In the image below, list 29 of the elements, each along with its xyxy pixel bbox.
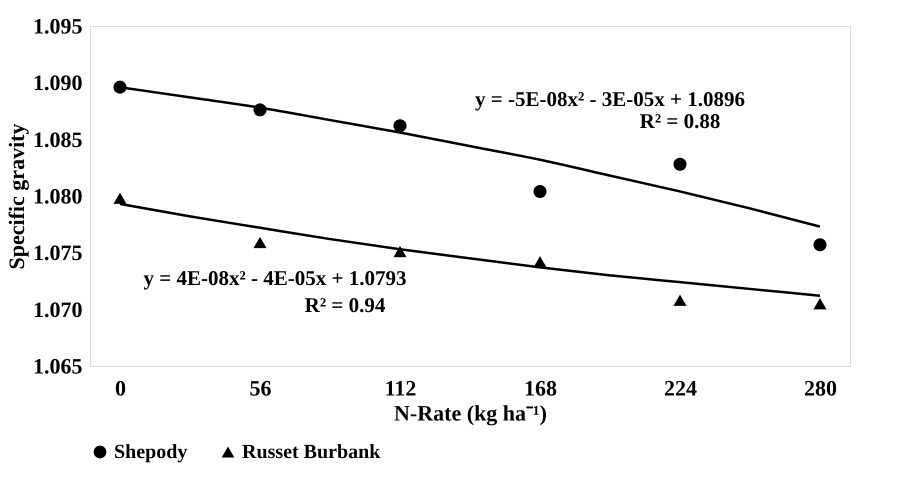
y-tick-label: 1.075 xyxy=(33,240,82,266)
y-axis-title: Specific gravity xyxy=(4,123,29,270)
y-tick-label: 1.070 xyxy=(33,296,82,322)
point xyxy=(673,294,687,306)
y-tick-label: 1.085 xyxy=(33,126,82,152)
point xyxy=(393,119,407,132)
annotation: y = -5E-08x² - 3E-05x + 1.0896 xyxy=(475,87,745,111)
point xyxy=(673,158,687,171)
legend-label: Russet Burbank xyxy=(242,441,382,463)
x-tick-label: 0 xyxy=(115,376,126,400)
y-tick-label: 1.090 xyxy=(33,70,82,96)
point xyxy=(813,298,827,310)
x-tick-label: 224 xyxy=(664,376,697,400)
point xyxy=(113,192,127,204)
annotation: R² = 0.94 xyxy=(304,293,386,317)
point xyxy=(813,238,827,252)
point xyxy=(253,236,267,248)
x-tick-label: 112 xyxy=(384,376,416,400)
y-tick-label: 1.095 xyxy=(33,14,82,38)
point xyxy=(533,184,547,198)
annotation: y = 4E-08x² - 4E-05x + 1.0793 xyxy=(144,266,406,290)
x-axis-title: N-Rate (kg ha⁻¹) xyxy=(394,400,547,426)
y-tick-label: 1.065 xyxy=(33,354,82,378)
x-tick-label: 280 xyxy=(804,376,837,400)
x-tick-label: 168 xyxy=(524,376,557,400)
y-tick-label: 1.080 xyxy=(33,184,82,208)
legend-label: Shepody xyxy=(114,441,188,463)
annotation: R² = 0.88 xyxy=(640,109,720,133)
x-tick-label: 56 xyxy=(250,376,272,400)
